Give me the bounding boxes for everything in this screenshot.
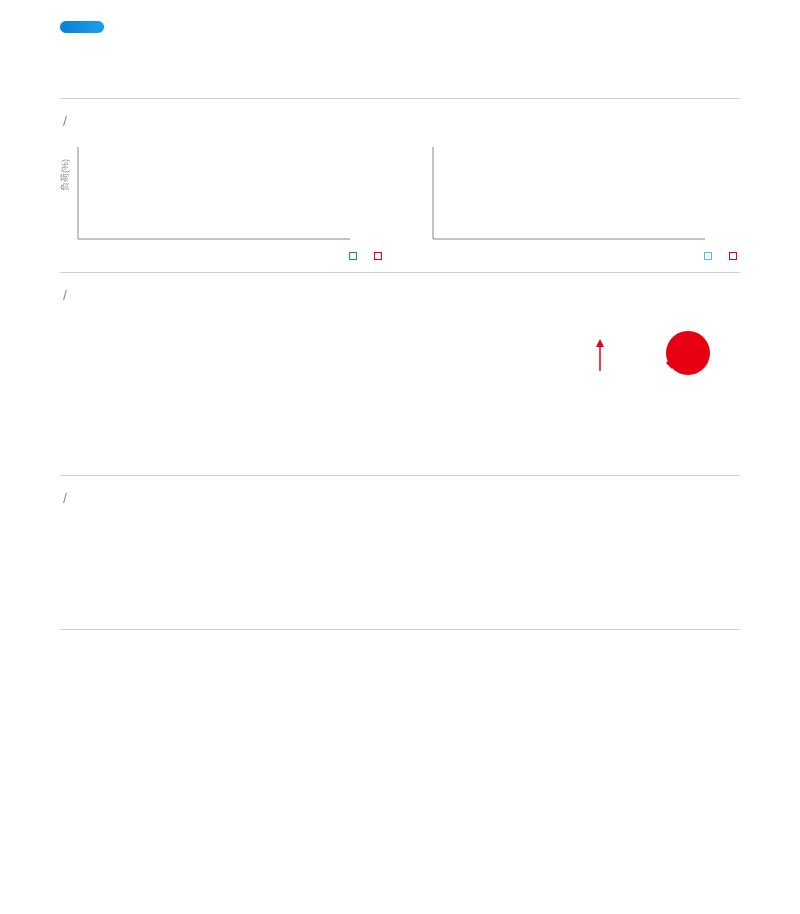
chart-row (60, 313, 740, 463)
features-grid (60, 68, 740, 86)
svg-text:负荷(%): 负荷(%) (60, 159, 70, 191)
slash-icon: / (63, 113, 67, 129)
divider (60, 629, 740, 630)
section-heading: / (60, 490, 740, 506)
divider (60, 98, 740, 99)
chart-row: 负荷(%) (60, 139, 740, 260)
square-wave-chart (60, 516, 385, 617)
chart-row (60, 516, 740, 617)
divider (60, 475, 740, 476)
divider (60, 272, 740, 273)
section-heading: / (60, 287, 740, 303)
callout-badge (666, 331, 710, 375)
legend (415, 252, 740, 260)
efficiency-chart (415, 313, 740, 463)
header-pill (60, 21, 104, 33)
slash-icon: / (63, 490, 67, 506)
slash-icon: / (63, 287, 67, 303)
rpm-pressure-chart (60, 313, 385, 463)
load-chart-inverter: 负荷(%) (60, 139, 385, 260)
section-heading: / (60, 113, 740, 129)
load-chart-fixed (415, 139, 740, 260)
legend (60, 252, 385, 260)
sine-wave-chart (415, 516, 740, 617)
